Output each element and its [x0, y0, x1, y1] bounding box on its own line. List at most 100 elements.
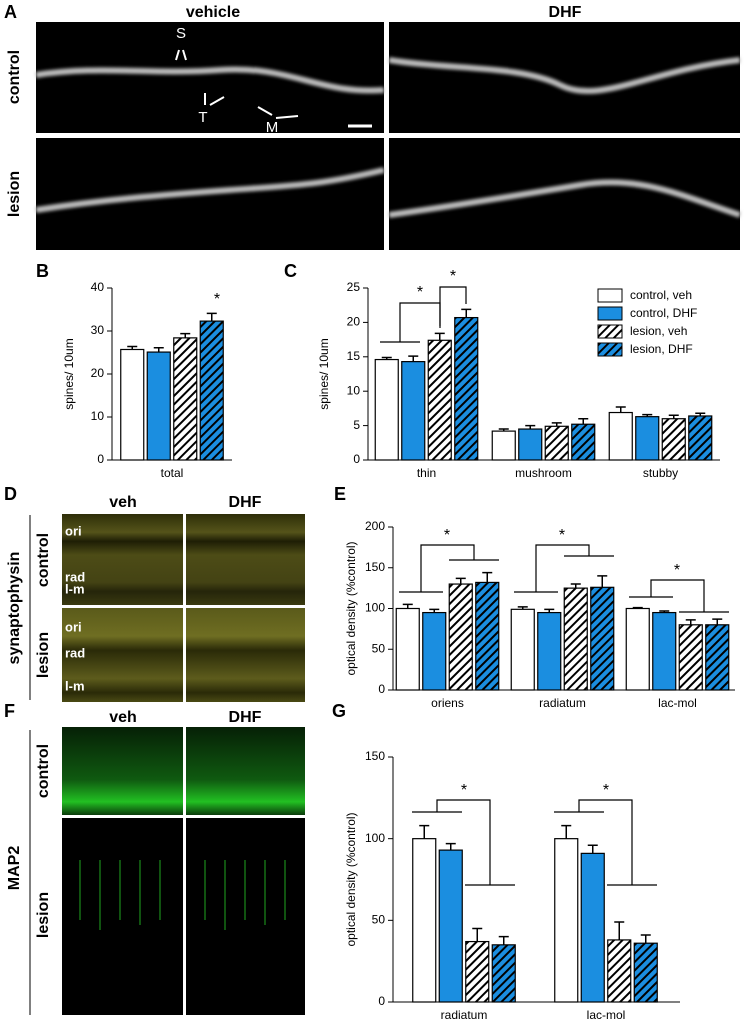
annotation: * — [559, 527, 565, 544]
error-bar — [597, 575, 608, 588]
y-tick-label: 100 — [365, 601, 385, 615]
x-tick-label: thin — [417, 466, 436, 480]
bar — [454, 316, 479, 461]
error-bar — [640, 934, 651, 944]
bar — [510, 608, 535, 691]
bar — [412, 838, 437, 1003]
bar — [544, 425, 569, 461]
annotation: * — [603, 782, 609, 799]
column-label: DHF — [549, 4, 582, 21]
x-tick-label: radiatum — [539, 696, 586, 710]
bar — [173, 337, 198, 461]
panel-label: B — [36, 261, 49, 281]
error-bar — [685, 619, 696, 625]
layer-label: ori — [65, 523, 82, 538]
x-tick-label: total — [161, 466, 184, 480]
error-bar — [578, 417, 589, 425]
layer-label: rad — [65, 569, 85, 584]
bar — [608, 411, 633, 461]
bar — [120, 348, 145, 461]
error-bar — [434, 332, 445, 341]
y-axis-label: optical density (%control) — [344, 812, 358, 946]
x-tick-label: oriens — [431, 696, 464, 710]
error-bar — [445, 842, 456, 851]
stain-label: MAP2 — [6, 846, 23, 891]
bar — [571, 423, 596, 461]
y-tick-label: 0 — [378, 994, 385, 1008]
layer-label: rad — [65, 645, 85, 660]
y-tick-label: 10 — [347, 383, 361, 397]
marker-label: M — [266, 119, 279, 136]
panel-label: D — [4, 484, 17, 504]
panel-d-images — [29, 514, 305, 702]
error-bar — [461, 308, 472, 318]
bar — [563, 587, 588, 691]
marker-label: T — [198, 109, 207, 126]
y-tick-label: 150 — [365, 560, 385, 574]
annotation: * — [461, 782, 467, 799]
bar — [518, 428, 543, 461]
significance-bracket — [380, 302, 441, 343]
bar — [554, 838, 579, 1003]
legend-label: lesion, DHF — [630, 342, 693, 356]
significance-bracket — [629, 579, 729, 613]
bar — [427, 339, 452, 461]
bar — [705, 624, 730, 691]
y-axis-label: spines/ 10um — [62, 338, 76, 409]
row-label: control — [6, 50, 23, 104]
y-tick-label: 15 — [347, 349, 361, 363]
column-label: vehicle — [186, 4, 240, 21]
significance-bracket — [399, 544, 499, 593]
annotation: * — [417, 284, 423, 301]
panel-label: A — [4, 2, 17, 22]
significance-bracket — [412, 799, 515, 886]
legend-label: control, veh — [630, 288, 692, 302]
error-bar — [206, 312, 217, 322]
layer-label: ori — [65, 619, 82, 634]
bar — [491, 944, 516, 1003]
significance-bracket — [439, 286, 467, 326]
column-label: veh — [109, 494, 137, 511]
significance-bracket — [514, 544, 614, 593]
bar — [401, 361, 426, 461]
y-tick-label: 30 — [91, 323, 105, 337]
bar — [422, 611, 447, 691]
panel-label: E — [334, 484, 346, 504]
error-bar — [455, 577, 466, 585]
bar — [475, 581, 500, 691]
y-tick-label: 10 — [91, 409, 105, 423]
panel-label: C — [284, 261, 297, 281]
error-bar — [472, 927, 483, 942]
x-tick-label: mushroom — [515, 466, 572, 480]
bar — [590, 586, 615, 691]
chart: 0 10 20 30 40 spines/ 10um total * — [62, 280, 232, 480]
bar — [438, 849, 463, 1003]
layer-label: l-m — [65, 678, 85, 693]
y-tick-label: 20 — [347, 315, 361, 329]
legend-swatch — [597, 342, 623, 357]
y-tick-label: 0 — [97, 452, 104, 466]
legend-swatch — [597, 324, 623, 339]
micrograph — [36, 22, 384, 133]
layer-label: l-m — [65, 581, 85, 596]
error-bar — [615, 406, 626, 413]
error-bar — [153, 347, 164, 353]
significance-bracket — [554, 799, 657, 886]
annotation: * — [444, 527, 450, 544]
bar — [625, 607, 650, 691]
column-label: DHF — [229, 709, 262, 726]
legend-label: control, DHF — [630, 306, 697, 320]
bar — [395, 607, 420, 691]
error-bar — [408, 355, 419, 362]
bar — [652, 611, 677, 691]
error-bar — [570, 583, 581, 589]
micrograph — [62, 727, 183, 815]
bar — [374, 358, 399, 461]
chart: 0 50 100 150 200 optical density (%control) or… — [344, 519, 735, 710]
annotation: * — [214, 291, 220, 308]
x-tick-label: lac-mol — [658, 696, 697, 710]
y-tick-label: 20 — [91, 366, 105, 380]
bar — [635, 416, 660, 461]
